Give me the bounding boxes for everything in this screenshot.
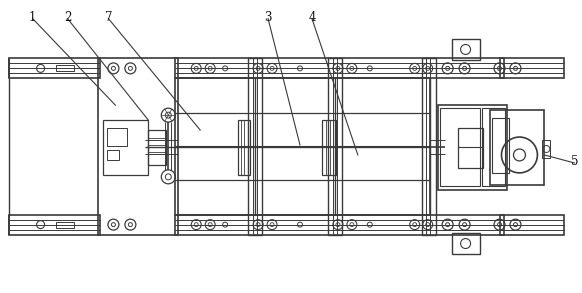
Bar	[55, 222, 73, 228]
Bar	[457, 128, 482, 168]
Bar	[108, 150, 119, 160]
Text: 1: 1	[29, 11, 36, 24]
Text: 3: 3	[264, 11, 272, 24]
Bar	[422, 58, 436, 235]
Bar	[248, 58, 262, 235]
Bar	[9, 58, 101, 78]
Bar	[438, 105, 508, 190]
Bar	[452, 233, 480, 255]
Text: 2: 2	[64, 11, 71, 24]
Bar	[108, 128, 127, 146]
Bar	[98, 58, 178, 235]
Bar	[148, 130, 166, 165]
Bar	[492, 118, 509, 173]
Bar	[175, 78, 430, 215]
Text: 4: 4	[308, 11, 315, 24]
Bar	[542, 140, 551, 158]
Bar	[175, 215, 505, 235]
Text: 7: 7	[105, 11, 112, 24]
Bar	[9, 215, 101, 235]
Bar	[481, 108, 506, 186]
Bar	[328, 58, 342, 235]
Bar	[175, 58, 505, 78]
Bar	[322, 120, 336, 175]
Bar	[104, 120, 148, 175]
Bar	[238, 120, 250, 175]
Bar	[499, 58, 565, 78]
Bar	[499, 215, 565, 235]
Bar	[439, 108, 480, 186]
Bar	[55, 65, 73, 71]
Bar	[452, 38, 480, 60]
Bar	[489, 110, 544, 185]
Text: 5: 5	[570, 155, 578, 168]
